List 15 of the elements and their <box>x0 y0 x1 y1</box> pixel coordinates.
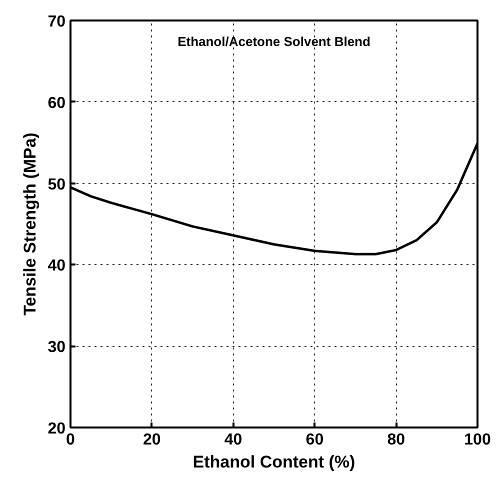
x-tick-label: 60 <box>306 432 324 448</box>
annotation: Ethanol/Acetone Solvent Blend <box>178 34 370 49</box>
y-tick-label: 40 <box>48 258 66 275</box>
x-tick-label: 40 <box>224 432 242 448</box>
y-tick-label: 30 <box>48 339 66 356</box>
x-tick-label: 20 <box>143 432 161 448</box>
x-tick-label: 0 <box>66 432 76 448</box>
x-tick-label: 100 <box>464 432 491 448</box>
y-axis-title: Tensile Strength (MPa) <box>20 132 40 316</box>
y-tick-label: 50 <box>48 176 66 194</box>
y-tick-label: 60 <box>48 94 66 112</box>
x-tick-label: 80 <box>387 432 406 448</box>
y-tick-label: 70 <box>48 14 66 30</box>
y-tick-label: 20 <box>48 420 66 438</box>
x-axis-title: Ethanol Content (%) <box>192 452 356 472</box>
